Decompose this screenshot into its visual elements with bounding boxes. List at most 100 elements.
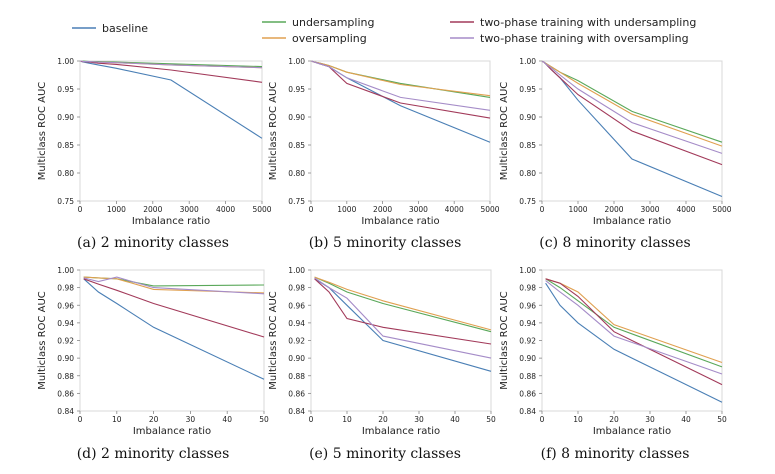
x-tick-label: 5000 [480, 205, 499, 214]
subfigure-caption: (a) 2 minority classes [77, 235, 229, 251]
plot-area [79, 60, 263, 202]
y-tick-label: 0.75 [57, 197, 74, 206]
y-tick-label: 0.85 [288, 141, 305, 150]
x-tick-label: 2000 [604, 205, 623, 214]
series-line [541, 60, 723, 154]
y-tick-label: 0.90 [288, 354, 305, 363]
x-tick-label: 20 [149, 415, 159, 424]
y-tick-label: 0.86 [57, 389, 74, 398]
series-line [83, 276, 265, 294]
y-tick-label: 0.84 [57, 407, 74, 416]
series-line [314, 276, 492, 333]
legend-label: two-phase training with undersampling [480, 16, 696, 29]
y-tick-label: 0.90 [519, 354, 536, 363]
y-tick-label: 0.84 [288, 407, 305, 416]
y-tick-label: 0.84 [519, 407, 536, 416]
subfigure-caption: (e) 5 minority classes [309, 446, 461, 462]
x-tick-label: 30 [186, 415, 196, 424]
y-tick-label: 0.88 [519, 372, 536, 381]
y-axis-label: Multiclass ROC AUC [268, 82, 279, 181]
y-tick-label: 0.75 [519, 197, 536, 206]
x-tick-label: 1000 [568, 205, 587, 214]
y-tick-label: 0.85 [57, 141, 74, 150]
x-tick-label: 0 [309, 205, 314, 214]
y-tick-label: 0.75 [288, 197, 305, 206]
legend-label: baseline [102, 22, 148, 35]
y-tick-label: 0.94 [57, 319, 74, 328]
series-line [80, 60, 263, 69]
x-tick-label: 10 [342, 415, 352, 424]
series-line [314, 276, 492, 331]
y-tick-label: 1.00 [519, 266, 536, 275]
y-tick-label: 0.96 [57, 301, 74, 310]
chart-panel: 0 1000 2000 3000 4000 5000 0.75 0.80 0.85 0.90 0.9… [499, 57, 732, 251]
subfigure-caption: (f) 8 minority classes [541, 446, 690, 462]
legend-label: oversampling [292, 32, 367, 45]
y-tick-label: 0.80 [519, 169, 536, 178]
legend-item: two-phase training with oversampling [450, 32, 689, 45]
y-tick-label: 0.90 [57, 113, 74, 122]
y-tick-label: 1.00 [519, 57, 536, 66]
y-tick-label: 0.94 [288, 319, 305, 328]
x-tick-label: 0 [540, 205, 545, 214]
x-tick-label: 0 [78, 205, 83, 214]
legend-item: oversampling [262, 32, 367, 45]
x-axis-label: Imbalance ratio [593, 216, 671, 227]
y-tick-label: 0.90 [57, 354, 74, 363]
x-tick-label: 40 [222, 415, 232, 424]
y-tick-label: 0.94 [519, 319, 536, 328]
x-tick-label: 10 [112, 415, 122, 424]
y-tick-label: 0.95 [288, 85, 305, 94]
x-tick-label: 1000 [107, 205, 126, 214]
series-line [545, 278, 723, 386]
y-tick-label: 0.95 [519, 85, 536, 94]
x-tick-label: 3000 [640, 205, 659, 214]
series-line [314, 277, 492, 359]
legend-label: two-phase training with oversampling [480, 32, 689, 45]
chart-panel: 0 10 20 30 40 50 0.84 0.86 0.88 0.90 0.92 0.94 0.96 0… [268, 266, 496, 462]
x-tick-label: 2000 [373, 205, 392, 214]
x-tick-label: 10 [573, 415, 583, 424]
x-tick-label: 30 [414, 415, 424, 424]
y-tick-label: 1.00 [288, 266, 305, 275]
legend-item: undersampling [262, 16, 374, 29]
y-tick-label: 1.00 [57, 266, 74, 275]
y-tick-label: 0.88 [288, 372, 305, 381]
legend-item: two-phase training with undersampling [450, 16, 696, 29]
x-axis-label: Imbalance ratio [362, 426, 440, 437]
y-tick-label: 0.96 [519, 301, 536, 310]
y-tick-label: 0.90 [288, 113, 305, 122]
y-tick-label: 0.98 [288, 284, 305, 293]
legend: baseline undersampling oversampling two-pha… [72, 16, 696, 45]
plot-area [79, 269, 265, 412]
y-axis-label: Multiclass ROC AUC [499, 291, 510, 390]
x-tick-label: 50 [486, 415, 496, 424]
series-line [545, 278, 723, 368]
y-tick-label: 0.92 [519, 337, 536, 346]
series-line [314, 278, 492, 345]
x-tick-label: 5000 [712, 205, 731, 214]
series-line [545, 282, 723, 403]
y-axis-label: Multiclass ROC AUC [37, 291, 48, 390]
y-tick-label: 0.88 [57, 372, 74, 381]
x-tick-label: 4000 [445, 205, 464, 214]
x-tick-label: 5000 [252, 205, 271, 214]
plot-area [310, 269, 492, 412]
x-tick-label: 40 [450, 415, 460, 424]
y-tick-label: 0.98 [57, 284, 74, 293]
chart-panels: 0 1000 2000 3000 4000 50000.750.800.850.900.9… [37, 57, 732, 462]
chart-panel: 0 10 20 30 40 50 0.84 0.86 0.88 0.90 0.92 0.94 0.96 0… [499, 266, 727, 462]
x-tick-label: 50 [259, 415, 269, 424]
y-tick-label: 0.90 [519, 113, 536, 122]
y-tick-label: 0.80 [57, 169, 74, 178]
series-line [83, 276, 265, 295]
x-tick-label: 40 [681, 415, 691, 424]
x-tick-label: 3000 [409, 205, 428, 214]
y-tick-label: 0.80 [288, 169, 305, 178]
series-line [83, 278, 265, 380]
x-axis-label: Imbalance ratio [593, 426, 671, 437]
series-line [545, 280, 723, 375]
legend-item: baseline [72, 22, 148, 35]
y-tick-label: 0.92 [57, 337, 74, 346]
series-line [311, 60, 491, 111]
